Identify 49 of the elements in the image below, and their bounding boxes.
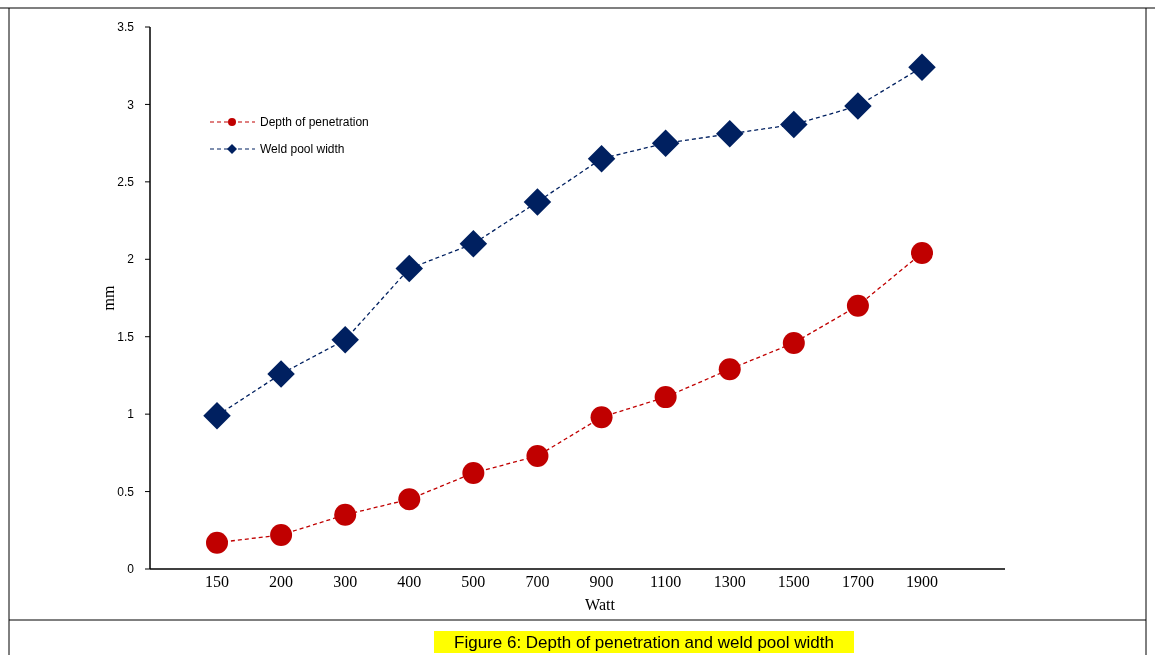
point [780, 110, 808, 139]
x-tick-label: 500 [461, 573, 486, 590]
y-tick-label: 2 [127, 252, 135, 267]
point [331, 326, 359, 354]
x-axis-title: Watt [585, 596, 616, 613]
point [206, 531, 228, 554]
x-tick-label: 150 [205, 573, 229, 590]
x-tick-label: 900 [589, 573, 614, 590]
point [844, 92, 872, 120]
y-tick-label: 3 [127, 97, 135, 112]
point [715, 120, 744, 148]
x-tick-label: 200 [269, 573, 294, 590]
point [782, 331, 805, 354]
point [718, 358, 741, 381]
point [587, 144, 616, 173]
y-axis-title: mm [100, 285, 117, 311]
point [395, 254, 424, 283]
y-tick-label: 3.5 [117, 20, 135, 35]
x-tick-label: 1500 [777, 573, 810, 590]
y-tick-label: 1 [127, 407, 135, 422]
point [270, 523, 293, 546]
point [334, 503, 357, 526]
text: Figure 6: Depth of penetration and weld pool width [454, 633, 834, 652]
point [523, 188, 552, 216]
point [459, 230, 488, 258]
point [462, 461, 485, 484]
x-tick-label: 700 [525, 573, 550, 590]
point [651, 129, 680, 157]
x-tick-label: 1300 [713, 573, 746, 590]
x-tick-label: 1700 [841, 573, 874, 590]
y-tick-label: 0 [127, 562, 135, 577]
y-tick-label: 0.5 [117, 484, 135, 499]
point [203, 401, 231, 430]
point [526, 444, 549, 467]
y-tick-label: 2.5 [117, 175, 135, 190]
legend-label: Weld pool width [260, 142, 345, 157]
x-tick-label: 400 [397, 573, 422, 590]
y-tick-label: 1.5 [117, 329, 135, 344]
point [267, 360, 295, 388]
x-tick-label: 300 [333, 573, 358, 590]
legend-label: Depth of penetration [260, 115, 369, 130]
x-tick-label: 1100 [649, 573, 682, 590]
point [590, 406, 613, 429]
point [654, 386, 677, 409]
x-tick-label: 1900 [906, 573, 938, 590]
point [846, 294, 869, 317]
point [911, 242, 933, 265]
point [398, 488, 421, 511]
point [908, 53, 936, 82]
